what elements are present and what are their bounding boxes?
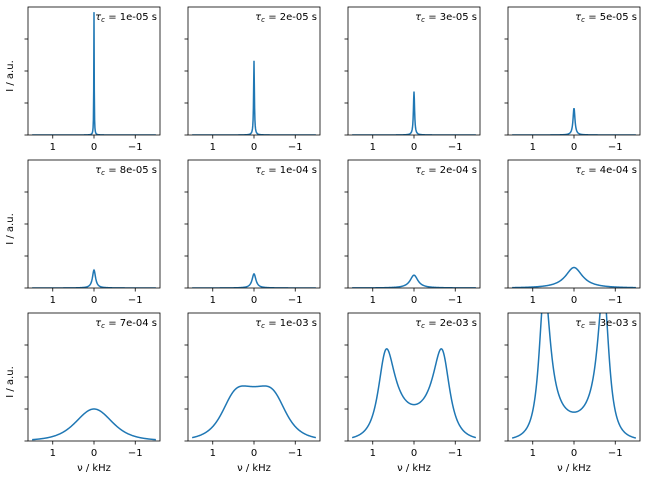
panel-label: τc = 3e-03 s <box>575 318 637 330</box>
x-tick-label: −1 <box>128 448 143 459</box>
x-axis-label: ν / kHz <box>397 463 431 474</box>
x-axis-label: ν / kHz <box>237 463 271 474</box>
panel-label: τc = 5e-05 s <box>575 12 637 24</box>
panel-6: 1 0 −1 τc = 1e-04 s <box>184 159 321 306</box>
x-tick-label: 0 <box>251 448 257 459</box>
series-line <box>512 107 636 135</box>
x-tick-label: 0 <box>91 142 97 153</box>
x-tick-label: 0 <box>571 295 577 306</box>
x-tick-label: 0 <box>411 448 417 459</box>
x-tick-label: −1 <box>128 142 143 153</box>
axes-frame <box>347 312 481 442</box>
x-tick-label: −1 <box>448 448 463 459</box>
x-tick-label: 1 <box>530 142 536 153</box>
x-tick-label: 1 <box>530 448 536 459</box>
x-tick-label: −1 <box>608 448 623 459</box>
series-line <box>351 348 477 439</box>
y-axis-label: I / a.u. <box>5 213 16 245</box>
series-line <box>352 274 476 288</box>
axes-frame <box>507 159 641 289</box>
x-tick-label: −1 <box>608 142 623 153</box>
panel-label: τc = 8e-05 s <box>95 165 157 177</box>
panel-12: 1 0 −1 τc = 3e-03 s ν / kHz <box>504 312 641 474</box>
x-axis-label: ν / kHz <box>77 463 111 474</box>
y-axis-label: I / a.u. <box>5 60 16 92</box>
series-line <box>511 313 637 439</box>
panel-label: τc = 1e-04 s <box>255 165 317 177</box>
y-axis-label: I / a.u. <box>5 366 16 398</box>
x-tick-label: 1 <box>210 142 216 153</box>
axes-frame <box>507 312 641 442</box>
x-tick-label: 0 <box>411 142 417 153</box>
x-tick-label: −1 <box>288 295 303 306</box>
x-tick-label: −1 <box>448 142 463 153</box>
x-tick-label: −1 <box>608 295 623 306</box>
series-line <box>32 408 156 441</box>
x-tick-label: 0 <box>571 142 577 153</box>
panel-label: τc = 4e-04 s <box>575 165 637 177</box>
panel-8: 1 0 −1 τc = 4e-04 s <box>504 159 641 306</box>
panel-label: τc = 2e-05 s <box>255 12 317 24</box>
x-tick-label: 1 <box>370 295 376 306</box>
axes-frame <box>187 312 321 442</box>
panel-1: 1 0 −1 τc = 1e-05 s I / a.u. <box>5 6 161 153</box>
x-tick-label: 0 <box>571 448 577 459</box>
x-tick-label: 0 <box>91 295 97 306</box>
panel-11: 1 0 −1 τc = 2e-03 s ν / kHz <box>344 312 481 474</box>
x-tick-label: 0 <box>251 142 257 153</box>
x-tick-label: 1 <box>370 142 376 153</box>
x-tick-label: 1 <box>50 295 56 306</box>
axes-frame <box>347 159 481 289</box>
x-tick-label: 1 <box>530 295 536 306</box>
panel-5: 1 0 −1 τc = 8e-05 s I / a.u. <box>5 159 161 306</box>
x-tick-label: 1 <box>50 448 56 459</box>
x-tick-label: 1 <box>210 295 216 306</box>
panel-label: τc = 1e-03 s <box>255 318 317 330</box>
series-line <box>352 91 476 135</box>
axes-frame <box>347 6 481 136</box>
x-tick-label: 0 <box>251 295 257 306</box>
panel-label: τc = 3e-05 s <box>415 12 477 24</box>
panel-4: 1 0 −1 τc = 5e-05 s <box>504 6 641 153</box>
x-tick-label: −1 <box>448 295 463 306</box>
panel-label: τc = 2e-04 s <box>415 165 477 177</box>
x-tick-label: −1 <box>288 142 303 153</box>
x-tick-label: 1 <box>50 142 56 153</box>
series-line <box>32 12 156 135</box>
x-tick-label: 0 <box>411 295 417 306</box>
series-line <box>191 385 317 439</box>
series-line <box>192 60 316 135</box>
axes-frame <box>27 312 161 442</box>
x-tick-label: −1 <box>288 448 303 459</box>
series-line <box>512 266 636 288</box>
x-tick-label: 1 <box>210 448 216 459</box>
x-tick-label: 0 <box>91 448 97 459</box>
x-axis-label: ν / kHz <box>557 463 591 474</box>
panel-label: τc = 7e-04 s <box>95 318 157 330</box>
panel-3: 1 0 −1 τc = 3e-05 s <box>344 6 481 153</box>
panel-label: τc = 2e-03 s <box>415 318 477 330</box>
series-line <box>32 268 156 288</box>
panel-9: 1 0 −1 τc = 7e-04 s I / a.u. ν / kHz <box>5 312 161 474</box>
x-tick-label: −1 <box>128 295 143 306</box>
panel-2: 1 0 −1 τc = 2e-05 s <box>184 6 321 153</box>
axes-frame <box>187 159 321 289</box>
x-tick-label: 1 <box>370 448 376 459</box>
panel-7: 1 0 −1 τc = 2e-04 s <box>344 159 481 306</box>
panel-10: 1 0 −1 τc = 1e-03 s ν / kHz <box>184 312 321 474</box>
series-line <box>192 272 316 288</box>
panel-label: τc = 1e-05 s <box>95 12 157 24</box>
